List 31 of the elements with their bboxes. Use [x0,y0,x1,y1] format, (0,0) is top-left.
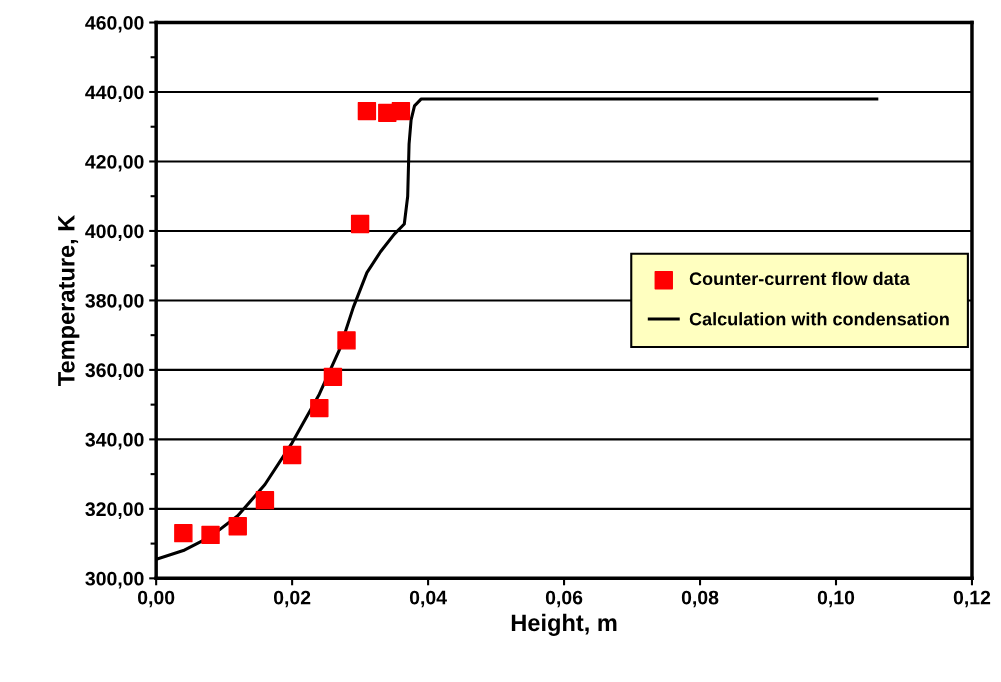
point [357,101,377,121]
x-tick-label: 0,12 [953,590,991,608]
point [174,523,193,543]
legend-label: Counter-current flow data [689,271,910,286]
y-tick-label: 300,00 [85,571,144,589]
legend-label: Calculation with condensation [689,312,949,326]
y-tick-label: 340,00 [85,432,144,450]
x-tick-label: 0,08 [681,590,719,608]
point [350,214,370,234]
point [228,517,247,536]
point [255,490,275,510]
x-tick-label: 0,06 [545,590,583,608]
point [310,398,329,418]
point [282,445,302,465]
x-tick-label: 0,04 [409,590,447,608]
x-tick-label: 0,02 [273,590,311,608]
y-tick-label: 460,00 [85,15,144,33]
y-tick-label: 380,00 [85,293,144,311]
x-tick-label: 0,00 [138,590,175,608]
point [391,101,411,121]
y-tick-label: 320,00 [85,502,144,519]
y-tick-label: 420,00 [85,154,144,172]
y-axis-title: Temperature, K [58,214,80,386]
y-tick-label: 400,00 [85,224,144,241]
y-tick-label: 360,00 [85,363,144,380]
x-axis-title: Height, m [511,613,617,636]
y-tick-label: 440,00 [85,85,144,103]
point [323,367,343,387]
x-tick-label: 0,10 [817,590,855,608]
point [337,331,356,350]
point [201,525,220,545]
